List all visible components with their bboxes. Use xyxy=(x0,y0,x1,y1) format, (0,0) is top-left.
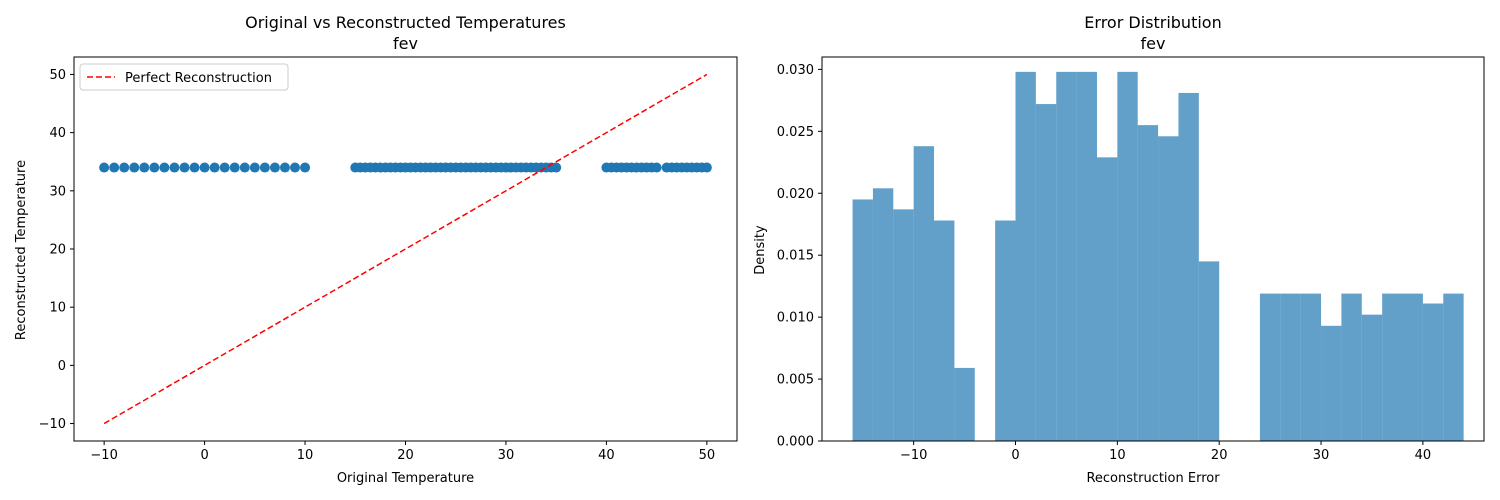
histogram-bar xyxy=(1137,125,1159,442)
x-tick-label: −10 xyxy=(900,448,927,463)
scatter-point xyxy=(229,162,240,173)
histogram-bar xyxy=(1015,71,1036,442)
scatter-point xyxy=(269,162,280,173)
y-tick-label: 0.000 xyxy=(777,435,814,450)
x-tick-label: 50 xyxy=(699,448,716,463)
y-tick-label: 50 xyxy=(49,68,66,83)
y-tick-label: −10 xyxy=(39,417,66,432)
x-tick-label: 40 xyxy=(1415,448,1432,463)
histogram-bar xyxy=(1056,71,1077,442)
scatter-point xyxy=(179,162,190,173)
histogram-axes-frame xyxy=(821,56,1485,442)
x-tick-label: −10 xyxy=(90,448,117,463)
histogram-bar xyxy=(1117,71,1138,442)
histogram-bar xyxy=(1321,325,1342,441)
scatter-point xyxy=(129,162,140,173)
scatter-point xyxy=(109,162,120,173)
scatter-point xyxy=(300,162,311,173)
scatter-x-label: Original Temperature xyxy=(337,471,474,486)
x-tick-label: 10 xyxy=(1109,448,1126,463)
y-tick-label: 40 xyxy=(49,126,66,141)
x-tick-label: 30 xyxy=(498,448,515,463)
scatter-y-label: Reconstructed Temperature xyxy=(14,160,29,340)
scatter-point xyxy=(209,162,220,173)
x-tick-label: 0 xyxy=(200,448,208,463)
histogram-plot-area: −10 0 10 20 30 40 0.000 0.005 0.010 0.015 0.020 0.0… xyxy=(777,56,1485,463)
scatter-point xyxy=(199,162,210,173)
histogram-bar xyxy=(852,199,873,441)
scatter-point xyxy=(651,162,662,173)
x-tick-label: 0 xyxy=(1011,448,1019,463)
histogram-bar xyxy=(995,220,1016,441)
scatter-panel: Original vs Reconstructed Temperatures f… xyxy=(14,13,738,486)
y-tick-label: 0.010 xyxy=(777,311,814,326)
histogram-bar xyxy=(1280,293,1301,441)
histogram-bar xyxy=(934,220,955,441)
histogram-bar xyxy=(1076,71,1097,442)
legend-box xyxy=(79,63,289,91)
scatter-point xyxy=(701,162,712,173)
scatter-point xyxy=(119,162,130,173)
histogram-bar xyxy=(1096,157,1118,441)
histogram-bar xyxy=(1443,293,1464,441)
histogram-bar xyxy=(1300,293,1322,441)
scatter-point xyxy=(249,162,260,173)
histogram-y-label: Density xyxy=(753,225,768,275)
histogram-bar xyxy=(893,209,914,441)
histogram-bar xyxy=(872,188,894,441)
scatter-point xyxy=(290,162,300,173)
y-tick-label: 20 xyxy=(49,243,66,258)
histogram-title: Error Distribution xyxy=(1084,13,1221,32)
scatter-point xyxy=(189,162,200,173)
scatter-point xyxy=(139,162,150,173)
histogram-bar xyxy=(1402,293,1423,441)
scatter-point xyxy=(219,162,230,173)
histogram-bar xyxy=(1361,314,1383,441)
scatter-point xyxy=(149,162,160,173)
histogram-bar xyxy=(1341,293,1362,441)
scatter-plot-area: −10 0 10 20 30 40 50 −10 0 10 20 30 40 50 Perfect Reco… xyxy=(39,56,738,463)
histogram-bar xyxy=(1198,261,1220,441)
scatter-point xyxy=(99,162,110,173)
perfect-reconstruction-line xyxy=(103,73,708,425)
scatter-point xyxy=(551,162,562,173)
histogram-subtitle: fev xyxy=(1141,34,1166,53)
scatter-point xyxy=(279,162,290,173)
y-tick-label: 0.025 xyxy=(777,125,814,140)
x-tick-label: 10 xyxy=(297,448,314,463)
histogram-bar xyxy=(1259,293,1281,441)
histogram-bar xyxy=(1382,293,1403,441)
histogram-bar xyxy=(1178,92,1199,441)
y-tick-label: 0.020 xyxy=(777,187,814,202)
legend-label: Perfect Reconstruction xyxy=(125,71,272,86)
histogram-bar xyxy=(913,146,935,441)
histogram-bar xyxy=(1035,104,1057,441)
histogram-bar xyxy=(1422,303,1444,441)
histogram-bar xyxy=(954,367,975,441)
histogram-bar xyxy=(1158,136,1179,442)
y-tick-label: 10 xyxy=(49,301,66,316)
y-tick-label: 30 xyxy=(49,184,66,199)
histogram-x-label: Reconstruction Error xyxy=(1086,471,1220,486)
histogram-panel: Error Distribution fev Reconstruction Er… xyxy=(753,13,1485,486)
scatter-point xyxy=(239,162,250,173)
scatter-title: Original vs Reconstructed Temperatures xyxy=(245,13,566,32)
scatter-point xyxy=(259,162,270,173)
scatter-subtitle: fev xyxy=(393,34,418,53)
y-tick-label: 0.030 xyxy=(777,63,814,78)
x-tick-label: 20 xyxy=(397,448,414,463)
scatter-point xyxy=(159,162,170,173)
legend: Perfect Reconstruction xyxy=(79,63,289,91)
y-tick-label: 0.015 xyxy=(777,249,814,264)
x-tick-label: 30 xyxy=(1313,448,1330,463)
x-tick-label: 20 xyxy=(1211,448,1228,463)
scatter-point xyxy=(169,162,180,173)
x-tick-label: 40 xyxy=(598,448,615,463)
y-tick-label: 0 xyxy=(58,359,66,374)
y-tick-label: 0.005 xyxy=(777,373,814,388)
